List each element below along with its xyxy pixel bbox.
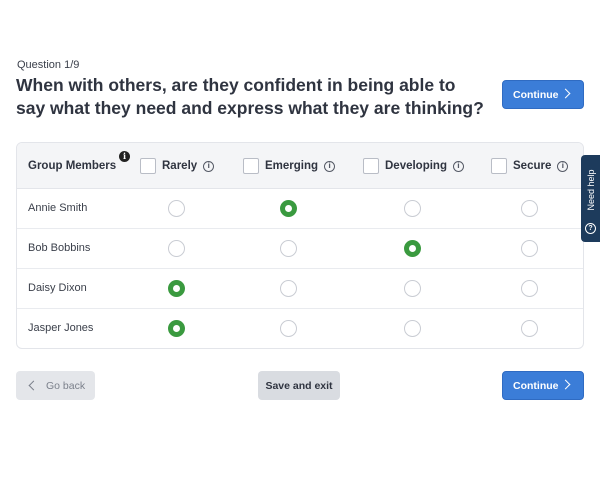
table-row: Bob Bobbins [17,229,583,269]
table-header: Group Members i Rarely i Emerging i Deve… [17,143,583,189]
table-row: Jasper Jones [17,309,583,348]
select-all-secure-checkbox[interactable] [491,158,507,174]
column-header-rarely: Rarely i [140,157,215,175]
radio-developing[interactable] [403,200,421,217]
radio-emerging[interactable] [279,320,297,337]
chevron-left-icon [28,380,39,391]
select-all-emerging-checkbox[interactable] [243,158,259,174]
column-label: Rarely [162,160,198,172]
info-icon[interactable]: i [557,160,569,172]
radio-developing[interactable] [403,240,421,257]
column-header-emerging: Emerging i [243,157,336,175]
continue-button-top[interactable]: Continue [502,80,584,109]
assessment-table: Group Members i Rarely i Emerging i Deve… [16,142,584,349]
info-icon[interactable]: i [324,160,336,172]
radio-emerging[interactable] [279,200,297,217]
column-label: Secure [513,160,552,172]
save-and-exit-label: Save and exit [265,379,333,392]
select-all-developing-checkbox[interactable] [363,158,379,174]
go-back-button[interactable]: Go back [16,371,95,400]
continue-button-label: Continue [513,379,559,392]
radio-rarely[interactable] [167,200,185,217]
need-help-label: Need help [586,169,596,211]
column-header-secure: Secure i [491,157,569,175]
member-name: Jasper Jones [28,322,94,334]
member-name: Daisy Dixon [28,282,87,294]
radio-rarely[interactable] [167,240,185,257]
table-row: Daisy Dixon [17,269,583,309]
column-header-developing: Developing i [363,157,464,175]
column-label: Developing [385,160,447,172]
radio-developing[interactable] [403,320,421,337]
save-and-exit-button[interactable]: Save and exit [258,371,340,400]
question-circle-icon: ? [585,223,596,234]
chevron-right-icon [560,379,571,390]
radio-secure[interactable] [520,320,538,337]
info-icon[interactable]: i [119,151,130,162]
radio-emerging[interactable] [279,280,297,297]
info-icon[interactable]: i [203,160,215,172]
question-text: When with others, are they confident in … [16,75,484,118]
radio-emerging[interactable] [279,240,297,257]
table-row: Annie Smith [17,189,583,229]
continue-button-label: Continue [513,88,559,101]
radio-rarely[interactable] [167,320,185,337]
question-counter: Question 1/9 [17,59,80,71]
radio-developing[interactable] [403,280,421,297]
need-help-tab[interactable]: Need help ? [581,155,600,242]
go-back-label: Go back [46,379,86,392]
group-members-header: Group Members [28,160,117,172]
radio-secure[interactable] [520,280,538,297]
select-all-rarely-checkbox[interactable] [140,158,156,174]
radio-rarely[interactable] [167,280,185,297]
column-label: Emerging [265,160,319,172]
chevron-right-icon [560,88,571,99]
info-icon[interactable]: i [452,160,464,172]
radio-secure[interactable] [520,240,538,257]
member-name: Bob Bobbins [28,242,91,254]
radio-secure[interactable] [520,200,538,217]
continue-button-bottom[interactable]: Continue [502,371,584,400]
member-name: Annie Smith [28,202,88,214]
